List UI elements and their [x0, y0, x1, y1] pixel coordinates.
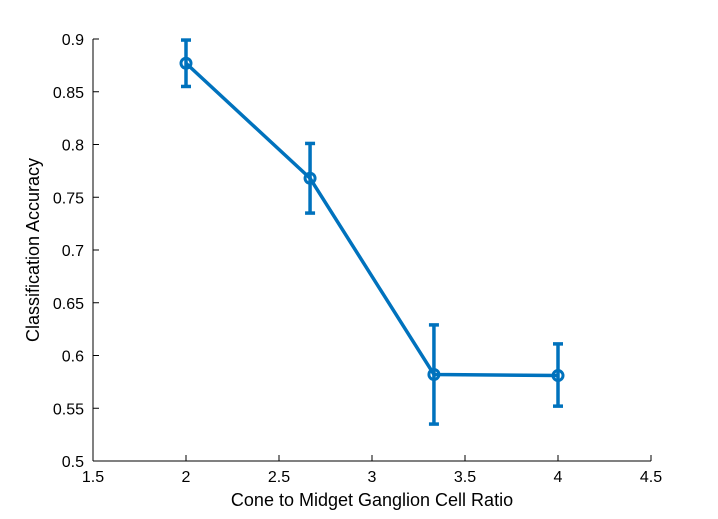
x-tick-label: 2	[182, 469, 191, 486]
y-tick-label: 0.55	[53, 401, 84, 418]
data-point-marker	[427, 367, 441, 381]
x-tick-label: 2.5	[268, 469, 290, 486]
series-line	[184, 61, 559, 378]
x-tick-label: 3.5	[454, 469, 476, 486]
y-tick-label: 0.65	[53, 296, 84, 313]
plot-series	[179, 38, 565, 426]
y-tick-label: 0.85	[53, 85, 84, 102]
data-point-marker	[303, 171, 317, 185]
y-tick-label: 0.5	[62, 454, 84, 471]
x-axis-label: Cone to Midget Ganglion Cell Ratio	[231, 490, 513, 510]
y-tick-label: 0.7	[62, 243, 84, 260]
x-tick-label: 4	[554, 469, 563, 486]
x-tick-label: 1.5	[82, 469, 104, 486]
y-tick-label: 0.6	[62, 349, 84, 366]
data-point-marker	[551, 369, 565, 383]
data-point-marker	[179, 56, 193, 70]
x-axis-ticks: 1.5 2 2.5 3 3.5 4 4.5	[82, 455, 662, 486]
y-tick-label: 0.9	[62, 32, 84, 49]
x-tick-label: 3	[368, 469, 377, 486]
y-tick-label: 0.8	[62, 138, 84, 155]
y-axis-label: Classification Accuracy	[23, 158, 43, 342]
x-tick-label: 4.5	[640, 469, 662, 486]
y-tick-label: 0.75	[53, 190, 84, 207]
y-axis-ticks: 0.5 0.55 0.6 0.65 0.7 0.75 0.8 0.85 0.9	[53, 32, 99, 471]
axes	[92, 39, 651, 462]
